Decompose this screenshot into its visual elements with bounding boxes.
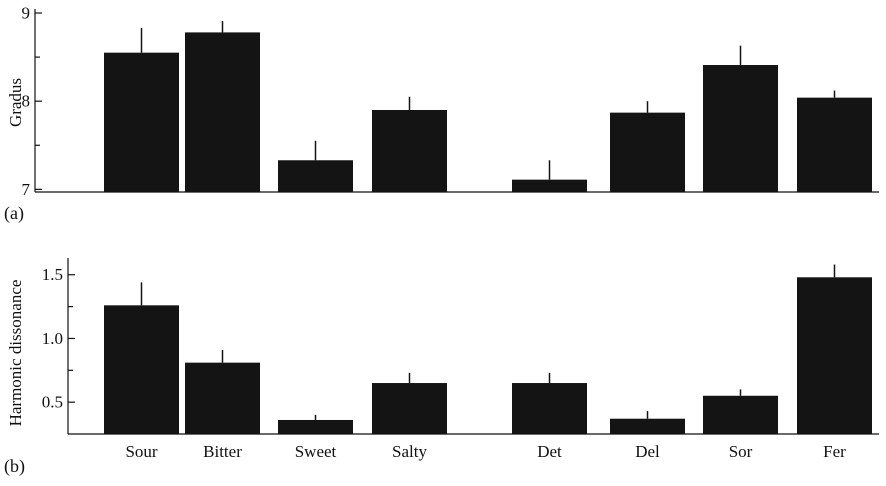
- panel-b-category-label-salty: Salty: [392, 442, 427, 461]
- panel-b-category-label-det: Det: [537, 442, 562, 461]
- panel-a-y-axis-label: Gradus: [6, 78, 25, 127]
- panel-b-category-label-fer: Fer: [823, 442, 846, 461]
- panel-b-y-tick-label: 1.5: [42, 265, 63, 284]
- panel-a-bar-det: [512, 179, 587, 192]
- panel-b-bar-salty: [372, 383, 447, 434]
- panel-b-y-tick-label: 0.5: [42, 393, 63, 412]
- panel-b-bar-fer: [797, 277, 872, 434]
- panel-b-category-label-sour: Sour: [125, 442, 157, 461]
- panel-b-category-label-bitter: Bitter: [203, 442, 242, 461]
- panel-b-bar-sweet: [278, 419, 353, 434]
- panel-a-bar-salty: [372, 109, 447, 192]
- panel-a-chart: 7 8 9 Gradus (a): [4, 4, 879, 224]
- panel-a-bar-sour: [104, 52, 179, 192]
- panel-a-y-tick-label: 7: [22, 180, 31, 199]
- panel-a-bar-sweet: [278, 160, 353, 192]
- panel-b-bar-sor: [703, 395, 778, 434]
- panel-a-bar-del: [610, 112, 685, 192]
- panel-b-bar-del: [610, 418, 685, 434]
- panel-a-label: (a): [4, 203, 24, 224]
- panel-a-bar-bitter: [185, 32, 260, 192]
- panel-b-bar-bitter: [185, 362, 260, 434]
- panel-a-bar-sor: [703, 65, 778, 192]
- panel-b-category-label-sor: Sor: [729, 442, 753, 461]
- panel-b-label: (b): [4, 456, 25, 477]
- panel-b-category-label-del: Del: [635, 442, 660, 461]
- panel-b-category-label-sweet: Sweet: [295, 442, 337, 461]
- panel-a-y-tick-label: 9: [22, 4, 31, 23]
- panel-b-bar-sour: [104, 305, 179, 434]
- panel-b-y-tick-label: 1.0: [42, 329, 63, 348]
- panel-a-bar-fer: [797, 97, 872, 192]
- panel-b-chart: 0.5 1.0 1.5 Harmonic dissonance (b) Sour Bitte…: [4, 258, 879, 477]
- panel-a-y-tick-label: 8: [22, 92, 31, 111]
- panel-b-y-axis-label: Harmonic dissonance: [6, 280, 25, 427]
- panel-b-bar-det: [512, 383, 587, 434]
